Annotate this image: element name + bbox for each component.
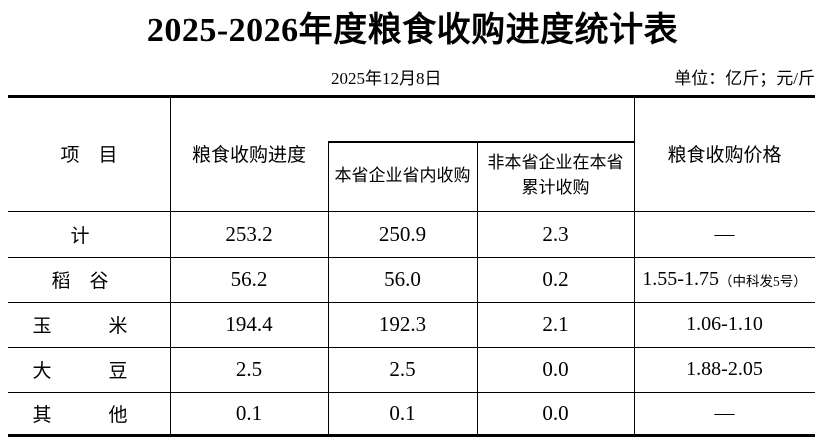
cell-price-value: 1.55-1.75 （中科发5号） bbox=[642, 268, 807, 290]
row-item-label: 其 他 bbox=[32, 404, 128, 426]
row-item-label: 计 bbox=[70, 225, 90, 247]
cell-non-province-value: 2.3 bbox=[542, 221, 569, 246]
grid-line bbox=[327, 141, 329, 437]
cell-in-province-value: 192.3 bbox=[378, 312, 427, 336]
grid-line-subheader-top bbox=[327, 141, 635, 143]
header-cell-in-province-label: 本省企业省内收购 bbox=[334, 165, 471, 185]
grid-line bbox=[8, 346, 815, 348]
report-date: 2025年12月8日 bbox=[331, 69, 442, 88]
grid-line-bottom bbox=[8, 434, 815, 437]
grid-line-top bbox=[8, 95, 815, 98]
cell-progress-value: 253.2 bbox=[225, 221, 273, 246]
page-title: 2025-2026年度粮食收购进度统计表 bbox=[146, 12, 679, 49]
grid-line bbox=[8, 256, 815, 258]
header-cell-item: 项 目 bbox=[60, 144, 118, 166]
cell-progress-value: 56.2 bbox=[230, 267, 268, 291]
header-cell-non-province-label: 非本省企业在本省 累计收购 bbox=[487, 153, 624, 197]
grid-line bbox=[8, 210, 815, 212]
unit-label: 单位：亿斤；元/斤 bbox=[674, 69, 815, 88]
cell-in-province-value: 0.1 bbox=[389, 400, 416, 425]
cell-non-province-value: 2.1 bbox=[542, 312, 569, 336]
cell-in-province-value: 250.9 bbox=[378, 221, 427, 246]
cell-non-province-value: 0.0 bbox=[542, 400, 569, 425]
cell-price-value: — bbox=[714, 222, 735, 245]
row-item-label: 大 豆 bbox=[32, 361, 128, 382]
cell-progress-value: 0.1 bbox=[235, 400, 263, 425]
row-item-label: 稻 谷 bbox=[51, 271, 109, 292]
header-cell-price: 粮食收购价格 bbox=[667, 144, 782, 166]
cell-non-province-value: 0.0 bbox=[542, 357, 569, 381]
grid-line bbox=[8, 301, 815, 303]
price-note: （中科发5号） bbox=[718, 273, 807, 289]
cell-non-province-value: 0.2 bbox=[542, 267, 569, 291]
grid-line bbox=[169, 95, 171, 437]
grid-line bbox=[476, 141, 478, 437]
grid-line bbox=[8, 391, 815, 393]
cell-progress-value: 2.5 bbox=[235, 357, 263, 381]
cell-price-value: 1.06-1.10 bbox=[686, 313, 763, 335]
header-cell-non-province: 非本省企业在本省 累计收购 bbox=[477, 141, 634, 211]
row-item-label: 玉 米 bbox=[32, 316, 128, 337]
statistics-table: 项 目 粮食收购进度 本省企业省内收购 非本省企业在本省 累计收购 粮食收购价格… bbox=[8, 95, 815, 437]
grid-line bbox=[633, 95, 635, 437]
cell-in-province-value: 2.5 bbox=[389, 357, 416, 381]
header-cell-in-province: 本省企业省内收购 bbox=[328, 141, 477, 211]
cell-progress-value: 194.4 bbox=[225, 312, 273, 336]
header-cell-progress: 粮食收购进度 bbox=[191, 144, 306, 166]
cell-in-province-value: 56.0 bbox=[384, 267, 421, 291]
cell-price-value: — bbox=[714, 401, 735, 424]
cell-price-value: 1.88-2.05 bbox=[686, 358, 763, 380]
